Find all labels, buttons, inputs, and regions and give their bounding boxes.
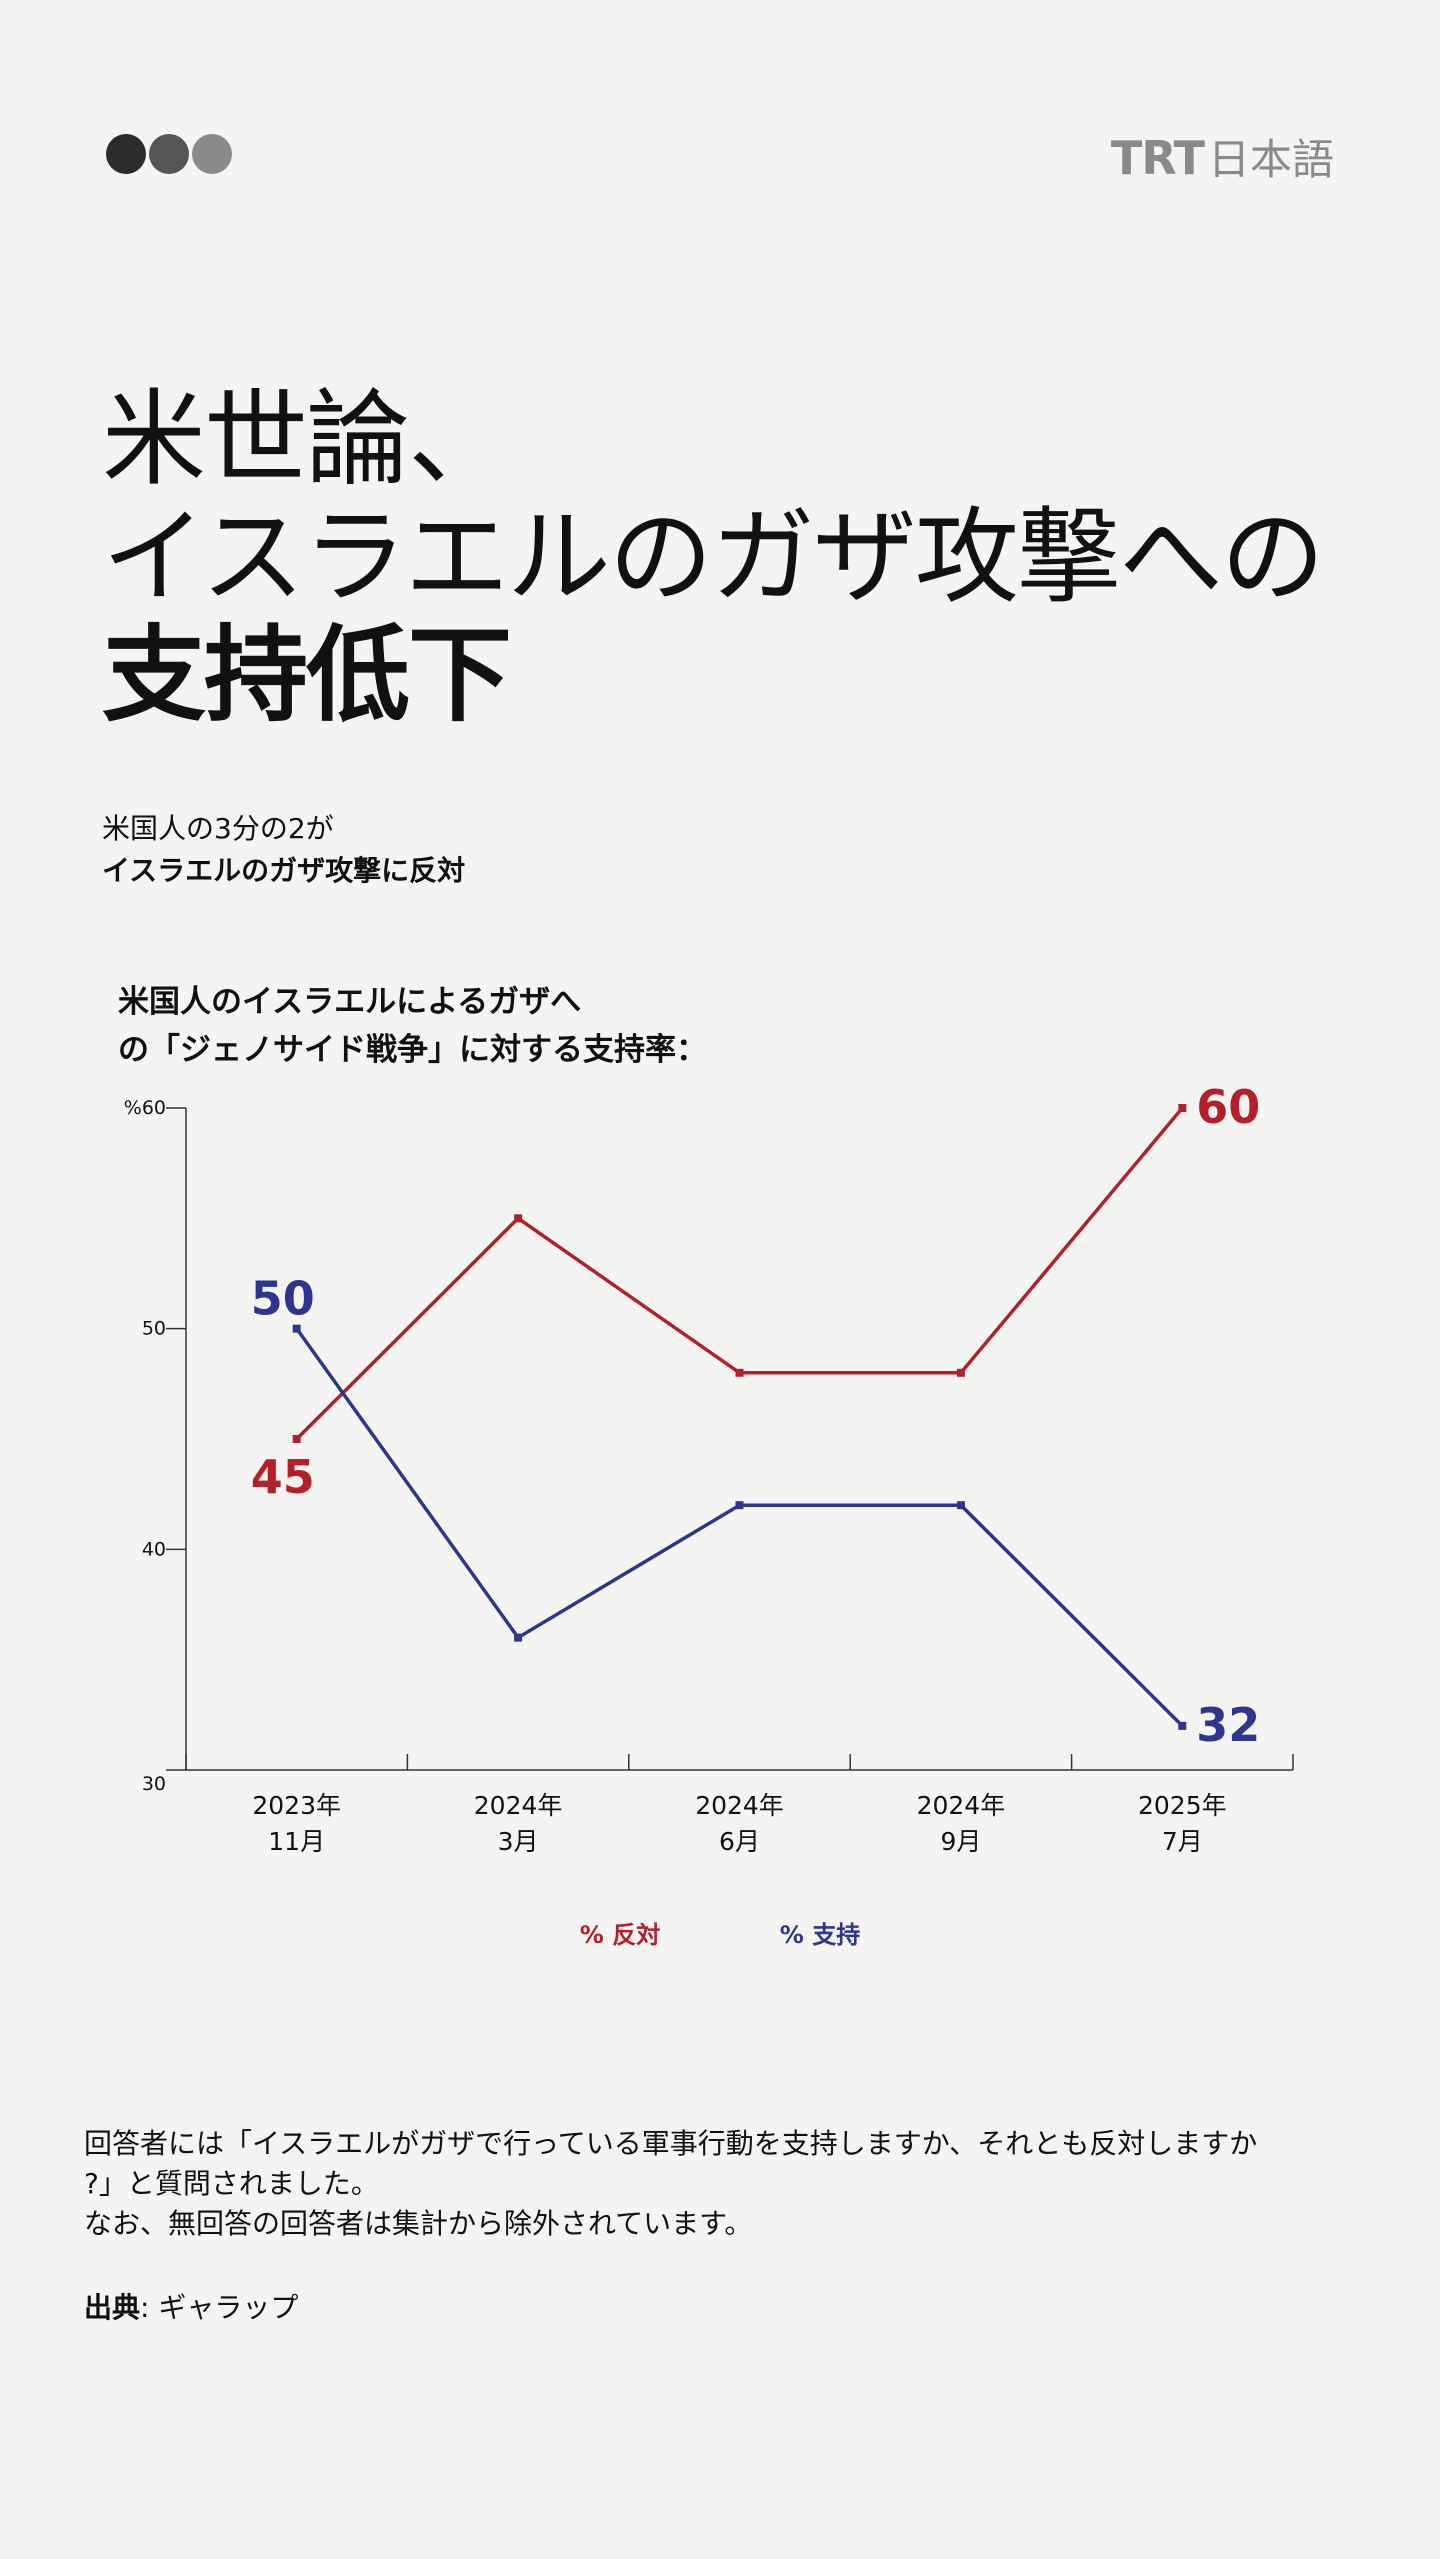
- x-tick-label-month: 9月: [940, 1827, 981, 1856]
- data-point: [1178, 1721, 1187, 1730]
- chart-title-line-1: 米国人のイスラエルによるガザへ: [118, 984, 582, 1020]
- start-value-label: 50: [251, 1272, 315, 1326]
- end-value-label: 60: [1196, 1080, 1260, 1134]
- data-point: [735, 1501, 744, 1510]
- x-tick-label-year: 2025年: [1138, 1791, 1227, 1820]
- footnote-line-1: 回答者には「イスラエルがガザで行っている軍事行動を支持しますか、それとも反対しま…: [84, 2127, 1258, 2160]
- chart-title: 米国人のイスラエルによるガザへ の「ジェノサイド戦争」に対する支持率：: [118, 978, 707, 1074]
- x-tick-label-year: 2024年: [917, 1791, 1006, 1820]
- data-point: [514, 1214, 523, 1223]
- x-tick-label-year: 2023年: [252, 1791, 341, 1820]
- data-point: [292, 1435, 301, 1443]
- y-tick-label: 30: [142, 1773, 166, 1795]
- start-value-label: 45: [251, 1450, 315, 1504]
- dot-1: [106, 134, 146, 174]
- y-tick-label: 50: [142, 1318, 166, 1340]
- legend-entry: % 支持: [780, 1921, 860, 1949]
- data-point: [514, 1633, 523, 1642]
- subtitle: 米国人の3分の2が イスラエルのガザ攻撃に反対: [102, 808, 465, 892]
- series-line-0: [295, 1106, 1184, 1441]
- logo-text: TRT: [1110, 131, 1205, 185]
- x-tick-label-year: 2024年: [474, 1791, 563, 1820]
- headline-line-1: 米世論、: [102, 378, 512, 500]
- source: 出典: ギャラップ: [84, 2286, 298, 2326]
- x-tick-label-month: 11月: [268, 1827, 325, 1856]
- dot-3: [192, 134, 232, 174]
- trt-logo: TRT日本語: [1111, 126, 1334, 187]
- line-chart: 30 40 50 %60 2023年 11月 2024年 3月 2024年 6月 2024年 9月 20…: [124, 1080, 1294, 1949]
- footnote: 回答者には「イスラエルがガザで行っている軍事行動を支持しますか、それとも反対しま…: [84, 2124, 1374, 2244]
- footnote-line-3: なお、無回答の回答者は集計から除外されています。: [84, 2207, 753, 2240]
- subtitle-line-2: イスラエルのガザ攻撃に反対: [102, 854, 466, 887]
- headline: 米世論、 イスラエルのガザ攻撃への 支持低下: [102, 378, 1325, 736]
- footnote-line-2: ?」と質問されました。: [84, 2167, 379, 2200]
- data-point: [1178, 1104, 1187, 1112]
- headline-line-3: 支持低下: [102, 614, 512, 736]
- header-dots: [106, 134, 232, 174]
- dot-2: [149, 134, 189, 174]
- data-point: [956, 1501, 965, 1510]
- data-point: [735, 1368, 744, 1377]
- legend-entry: % 反対: [580, 1921, 660, 1949]
- series-line-1: [295, 1327, 1184, 1728]
- x-tick-label-month: 7月: [1162, 1827, 1203, 1856]
- headline-line-2: イスラエルのガザ攻撃への: [102, 496, 1325, 618]
- y-tick-label: %60: [124, 1097, 166, 1119]
- chart-title-line-2: の「ジェノサイド戦争」に対する支持率：: [118, 1032, 707, 1068]
- data-point: [292, 1324, 301, 1333]
- x-tick-label-month: 3月: [498, 1827, 539, 1856]
- subtitle-line-1: 米国人の3分の2が: [102, 812, 334, 845]
- source-label: 出典: [84, 2291, 141, 2324]
- data-point: [956, 1368, 965, 1377]
- y-tick-label: 40: [142, 1538, 166, 1560]
- x-tick-label-year: 2024年: [695, 1791, 784, 1820]
- x-tick-label-month: 6月: [719, 1827, 760, 1856]
- end-value-label: 32: [1196, 1698, 1260, 1752]
- logo-suffix: 日本語: [1207, 135, 1334, 184]
- source-value: : ギャラップ: [140, 2291, 299, 2324]
